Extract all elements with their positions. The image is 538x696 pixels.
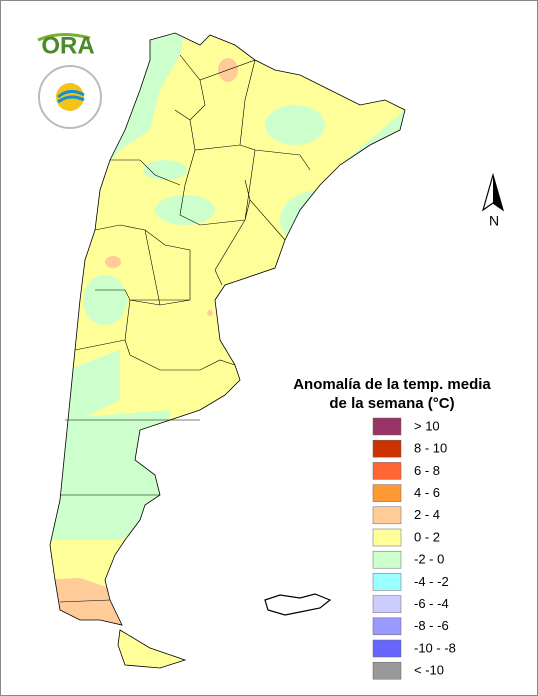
legend-swatch xyxy=(372,639,402,658)
north-arrow: N xyxy=(481,172,505,229)
legend-swatch xyxy=(372,462,402,480)
legend-label: -6 - -4 xyxy=(414,596,449,611)
legend-swatch xyxy=(372,528,402,547)
logo: ORA xyxy=(37,32,102,129)
legend-label: -10 - -8 xyxy=(414,640,456,655)
legend-label: 8 - 10 xyxy=(414,441,447,456)
legend-title: de la semana (°C) xyxy=(329,395,454,412)
legend-label: 0 - 2 xyxy=(414,529,440,544)
legend-label: -8 - -6 xyxy=(414,618,449,633)
legend-swatch xyxy=(372,439,402,458)
legend-swatch xyxy=(372,661,402,680)
legend-title: Anomalía de la temp. media xyxy=(293,376,491,393)
province-borders xyxy=(59,54,311,603)
legend-swatch xyxy=(372,617,402,636)
north-label: N xyxy=(489,213,499,229)
legend-label: -4 - -2 xyxy=(414,574,449,589)
legend-label: 2 - 4 xyxy=(414,507,440,522)
legend-swatch xyxy=(372,573,402,591)
legend-label: < -10 xyxy=(414,663,444,678)
legend-swatch xyxy=(372,484,402,502)
legend-label: > 10 xyxy=(414,418,440,433)
legend-label: 6 - 8 xyxy=(414,463,440,478)
legend: Anomalía de la temp. media de la semana … xyxy=(293,376,491,680)
logo-text: ORA xyxy=(41,32,94,59)
legend-swatch xyxy=(372,595,402,613)
legend-swatch xyxy=(372,417,402,436)
malvinas xyxy=(264,593,332,616)
legend-swatch xyxy=(372,550,402,569)
legend-label: 4 - 6 xyxy=(414,485,440,500)
legend-swatch xyxy=(372,506,402,525)
legend-label: -2 - 0 xyxy=(414,552,444,567)
